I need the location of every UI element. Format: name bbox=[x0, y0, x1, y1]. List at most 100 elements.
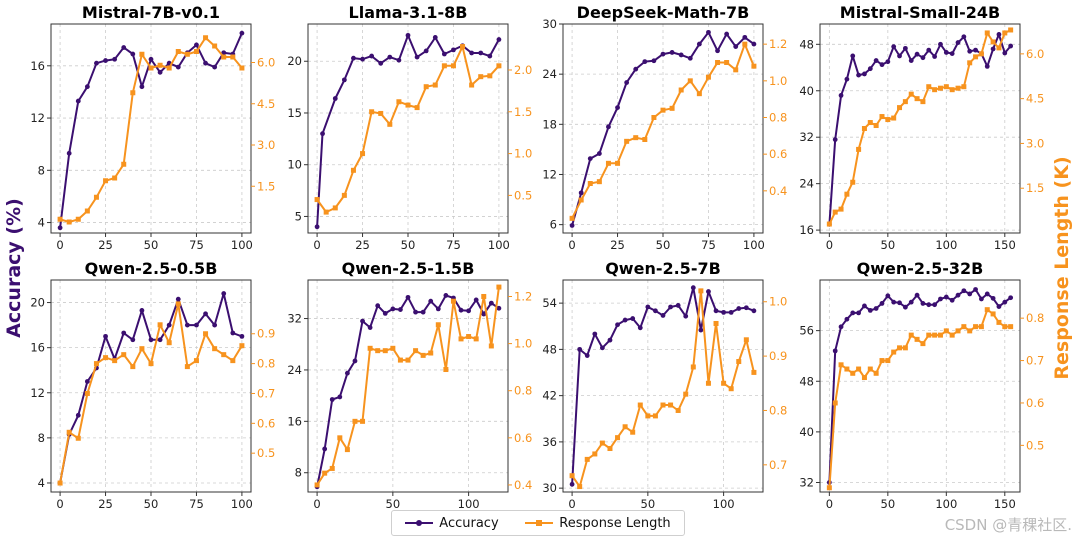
accuracy-point bbox=[668, 304, 673, 310]
accuracy-point bbox=[943, 50, 949, 55]
response-length-point bbox=[844, 191, 850, 197]
accuracy-point bbox=[932, 54, 938, 59]
y2-tick-label: 2.0 bbox=[514, 63, 532, 77]
response-length-point bbox=[175, 301, 181, 307]
response-length-point bbox=[920, 99, 926, 105]
accuracy-point bbox=[387, 54, 393, 60]
accuracy-point bbox=[148, 337, 154, 343]
response-length-point bbox=[139, 346, 145, 352]
accuracy-point bbox=[879, 62, 885, 68]
y-tick-label: 54 bbox=[542, 296, 557, 310]
response-length-point bbox=[352, 418, 358, 424]
x-tick-label: 0 bbox=[826, 238, 833, 252]
y-tick-label: 8 bbox=[295, 466, 302, 480]
x-tick-label: 0 bbox=[56, 497, 63, 511]
response-length-point bbox=[569, 473, 575, 479]
y-tick-label: 32 bbox=[799, 476, 814, 490]
x-tick-label: 150 bbox=[994, 238, 1016, 252]
accuracy-point bbox=[496, 37, 502, 42]
response-length-point bbox=[873, 123, 879, 129]
accuracy-point bbox=[669, 50, 675, 55]
response-length-point bbox=[675, 407, 681, 413]
accuracy-point bbox=[569, 481, 575, 487]
response-length-point bbox=[630, 429, 636, 435]
response-length-point bbox=[713, 320, 719, 326]
y-tick-label: 4 bbox=[38, 216, 45, 230]
response-length-point bbox=[57, 216, 63, 222]
response-length-point bbox=[329, 465, 335, 471]
x-tick-label: 100 bbox=[458, 497, 480, 511]
accuracy-point bbox=[721, 309, 727, 315]
panel-4: Qwen-2.5-0.5B 0 25 50 75 100 4 8 12 16 20 0.5 0.6 0.7… bbox=[30, 259, 275, 511]
response-length-point bbox=[458, 336, 464, 342]
accuracy-point bbox=[130, 337, 136, 343]
response-length-point bbox=[861, 375, 867, 381]
panel-title: Mistral-Small-24B bbox=[840, 3, 1000, 22]
accuracy-point bbox=[405, 294, 411, 300]
accuracy-point bbox=[194, 322, 199, 328]
response-length-point bbox=[624, 138, 630, 144]
y-tick-label: 16 bbox=[287, 414, 302, 428]
response-length-point bbox=[683, 391, 689, 397]
response-length-point bbox=[978, 324, 984, 330]
response-length-point bbox=[322, 470, 328, 476]
response-length-point bbox=[221, 54, 227, 60]
accuracy-point bbox=[838, 324, 844, 330]
accuracy-point bbox=[369, 53, 375, 59]
response-length-point bbox=[715, 60, 721, 65]
y-tick-label: 24 bbox=[799, 177, 814, 191]
accuracy-point bbox=[367, 325, 373, 330]
response-length-point bbox=[139, 51, 145, 57]
response-length-series-line bbox=[571, 289, 755, 488]
y2-tick-label: 0.6 bbox=[1026, 396, 1044, 410]
response-length-point bbox=[984, 30, 990, 36]
x-tick-label: 75 bbox=[189, 497, 204, 511]
response-length-point bbox=[914, 96, 920, 102]
response-length-point bbox=[323, 209, 329, 215]
accuracy-point bbox=[478, 50, 484, 56]
response-length-point bbox=[350, 167, 356, 173]
x-tick-label: 50 bbox=[881, 497, 896, 511]
accuracy-point bbox=[337, 394, 343, 400]
response-length-point bbox=[660, 107, 666, 113]
accuracy-point bbox=[967, 291, 973, 297]
x-tick-label: 0 bbox=[826, 497, 833, 511]
accuracy-point bbox=[660, 51, 666, 57]
accuracy-point bbox=[891, 299, 897, 305]
response-length-point bbox=[902, 99, 908, 105]
accuracy-point bbox=[698, 327, 704, 333]
response-length-point bbox=[698, 288, 704, 294]
response-length-point bbox=[175, 49, 181, 54]
response-length-point bbox=[652, 413, 658, 419]
response-length-point bbox=[861, 126, 867, 131]
response-length-point bbox=[1002, 324, 1008, 330]
response-length-point bbox=[193, 358, 199, 364]
accuracy-point bbox=[751, 308, 757, 314]
response-length-point bbox=[607, 446, 613, 452]
response-length-point bbox=[496, 63, 502, 69]
accuracy-point bbox=[596, 151, 602, 156]
y-tick-label: 48 bbox=[799, 37, 814, 51]
y2-tick-label: 0.6 bbox=[257, 416, 275, 430]
accuracy-point bbox=[175, 296, 181, 302]
response-length-point bbox=[396, 99, 402, 105]
response-length-point bbox=[369, 109, 375, 115]
response-length-point bbox=[1008, 27, 1014, 33]
response-length-point bbox=[826, 485, 832, 491]
accuracy-point bbox=[873, 58, 879, 63]
y-tick-label: 42 bbox=[542, 389, 557, 403]
response-length-point bbox=[1008, 324, 1014, 330]
accuracy-point bbox=[329, 397, 335, 402]
response-length-point bbox=[378, 110, 384, 116]
accuracy-point bbox=[706, 29, 711, 35]
response-length-point bbox=[751, 63, 757, 69]
response-length-point bbox=[75, 435, 81, 441]
y2-tick-label: 1.0 bbox=[514, 337, 532, 351]
accuracy-point bbox=[194, 42, 199, 48]
accuracy-point bbox=[413, 309, 418, 315]
response-length-point bbox=[478, 74, 484, 80]
panel-3: Mistral-Small-24B 0 50 100 150 16 24 32 40 48 1.5 3… bbox=[799, 3, 1044, 252]
response-length-point bbox=[891, 115, 897, 121]
response-length-point bbox=[728, 386, 734, 392]
response-length-point bbox=[420, 352, 426, 358]
